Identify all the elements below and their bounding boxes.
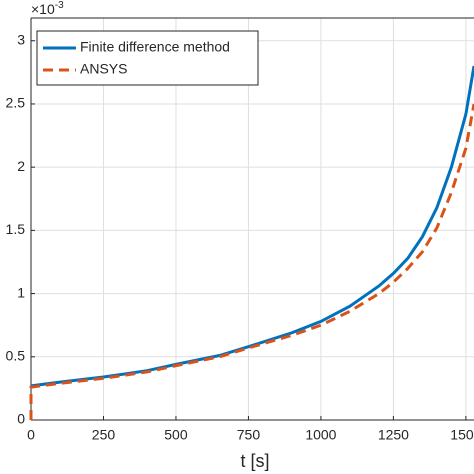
x-tick-label: 0 [27, 427, 35, 443]
y-exponent: ×10-3 [31, 0, 64, 17]
x-axis-label: t [s] [240, 451, 269, 471]
x-tick-label: 750 [237, 427, 261, 443]
y-tick-label: 2.5 [6, 95, 26, 111]
y-tick-label: 1.5 [6, 221, 26, 237]
exponent-power: -3 [55, 0, 64, 11]
legend-label: ANSYS [80, 61, 127, 77]
x-tick-label: 500 [164, 427, 188, 443]
exponent-base: ×10 [31, 1, 55, 17]
x-tick-label: 1250 [378, 427, 409, 443]
y-tick-label: 3 [17, 31, 25, 47]
legend-box [36, 30, 259, 86]
y-tick-label: 1 [17, 284, 25, 300]
legend: Finite difference method ANSYS [36, 30, 259, 86]
series-line [30, 65, 474, 388]
x-tick-label: 1000 [305, 427, 336, 443]
y-tick-label: 0 [17, 411, 25, 427]
series-line [29, 103, 474, 420]
legend-label: Finite difference method [80, 39, 230, 55]
x-tick-label: 250 [92, 427, 116, 443]
y-tick-label: 2 [17, 158, 25, 174]
y-tick-label: 0.5 [6, 347, 26, 363]
